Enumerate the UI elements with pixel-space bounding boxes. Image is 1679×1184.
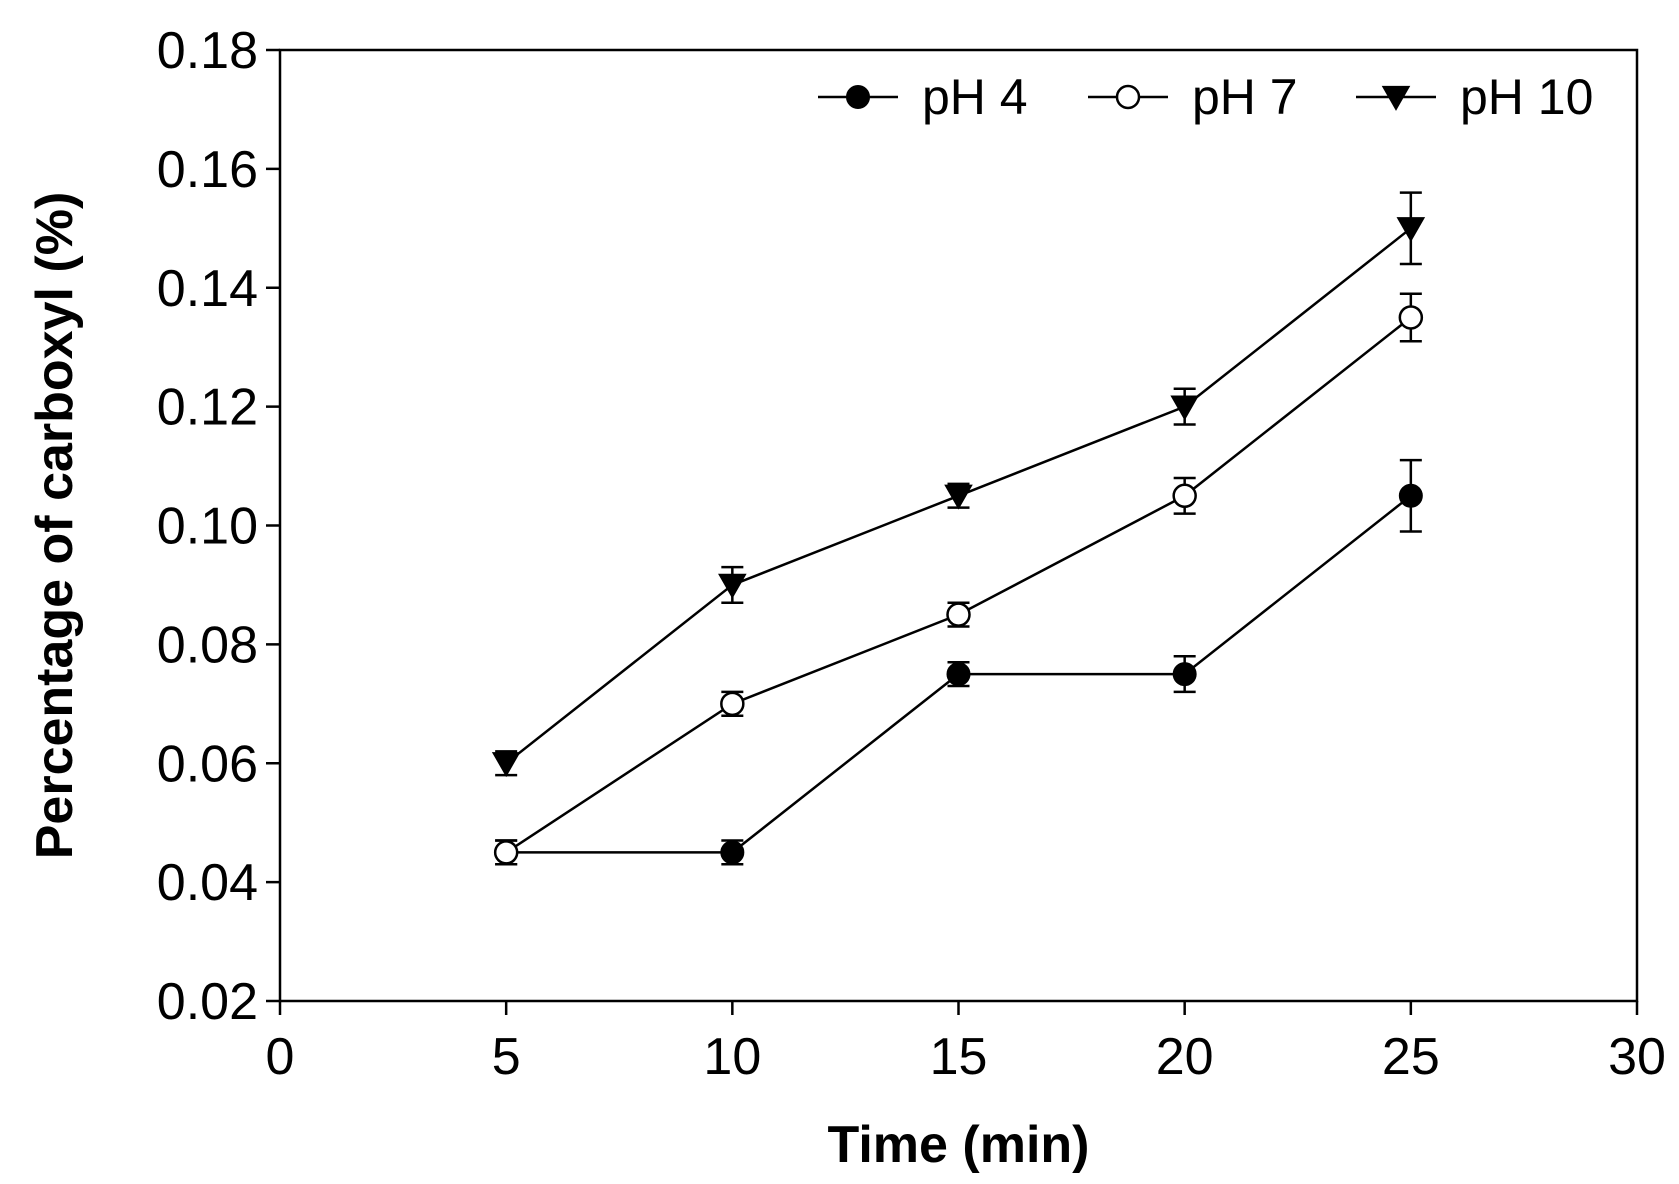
y-tick-label: 0.12 <box>157 379 258 437</box>
legend-marker <box>1115 84 1141 110</box>
y-tick-label: 0.10 <box>157 498 258 556</box>
y-tick-label: 0.08 <box>157 616 258 674</box>
x-tick-label: 15 <box>930 1028 988 1086</box>
data-point <box>1398 305 1424 330</box>
x-tick-label: 0 <box>266 1028 295 1086</box>
series-layer <box>491 191 1426 866</box>
data-point <box>1172 662 1197 687</box>
x-tick-label: 20 <box>1156 1028 1214 1086</box>
data-point <box>720 840 745 865</box>
series-ph-7 <box>493 292 1424 866</box>
y-axis-title: Percentage of carboxyl (%) <box>26 192 84 860</box>
data-point <box>1172 483 1197 509</box>
y-tick-label: 0.06 <box>157 735 258 793</box>
data-point <box>720 691 745 717</box>
data-point <box>946 602 971 627</box>
legend-marker <box>1381 85 1411 111</box>
legend: pH 4 pH 7 pH 10 <box>818 69 1593 125</box>
series-ph-10 <box>491 191 1426 778</box>
legend-label: pH 10 <box>1460 69 1593 125</box>
data-point <box>718 573 747 599</box>
legend-item-ph-4: pH 4 <box>818 69 1028 125</box>
data-point <box>1170 395 1199 421</box>
data-point <box>493 840 519 865</box>
data-point <box>1398 483 1423 508</box>
series-line <box>505 316 1412 854</box>
x-tick-label: 10 <box>703 1028 761 1086</box>
y-tick-label: 0.14 <box>157 260 258 318</box>
x-tick-label: 25 <box>1382 1028 1440 1086</box>
y-tick-label: 0.02 <box>157 973 258 1031</box>
y-tick-label: 0.18 <box>157 22 258 80</box>
legend-label: pH 7 <box>1192 69 1298 125</box>
y-tick-label: 0.04 <box>157 854 258 912</box>
series-ph-4 <box>494 458 1423 866</box>
legend-marker <box>846 85 870 109</box>
legend-label: pH 4 <box>922 69 1028 125</box>
y-tick-label: 0.16 <box>157 141 258 199</box>
x-axis-title: Time (min) <box>828 1116 1090 1174</box>
data-point <box>491 752 521 778</box>
data-point <box>1396 217 1426 243</box>
plot-frame <box>278 48 1639 1003</box>
data-point <box>944 484 973 510</box>
data-point <box>946 662 971 687</box>
legend-item-ph-10: pH 10 <box>1356 69 1593 125</box>
x-tick-label: 5 <box>492 1028 521 1086</box>
legend-item-ph-7: pH 7 <box>1088 69 1298 125</box>
axes: 0 5 10 15 20 25 30 0.02 0.04 0.06 0.08 0.10 0.12 0.14… <box>157 22 1666 1086</box>
x-tick-label: 30 <box>1608 1028 1666 1086</box>
